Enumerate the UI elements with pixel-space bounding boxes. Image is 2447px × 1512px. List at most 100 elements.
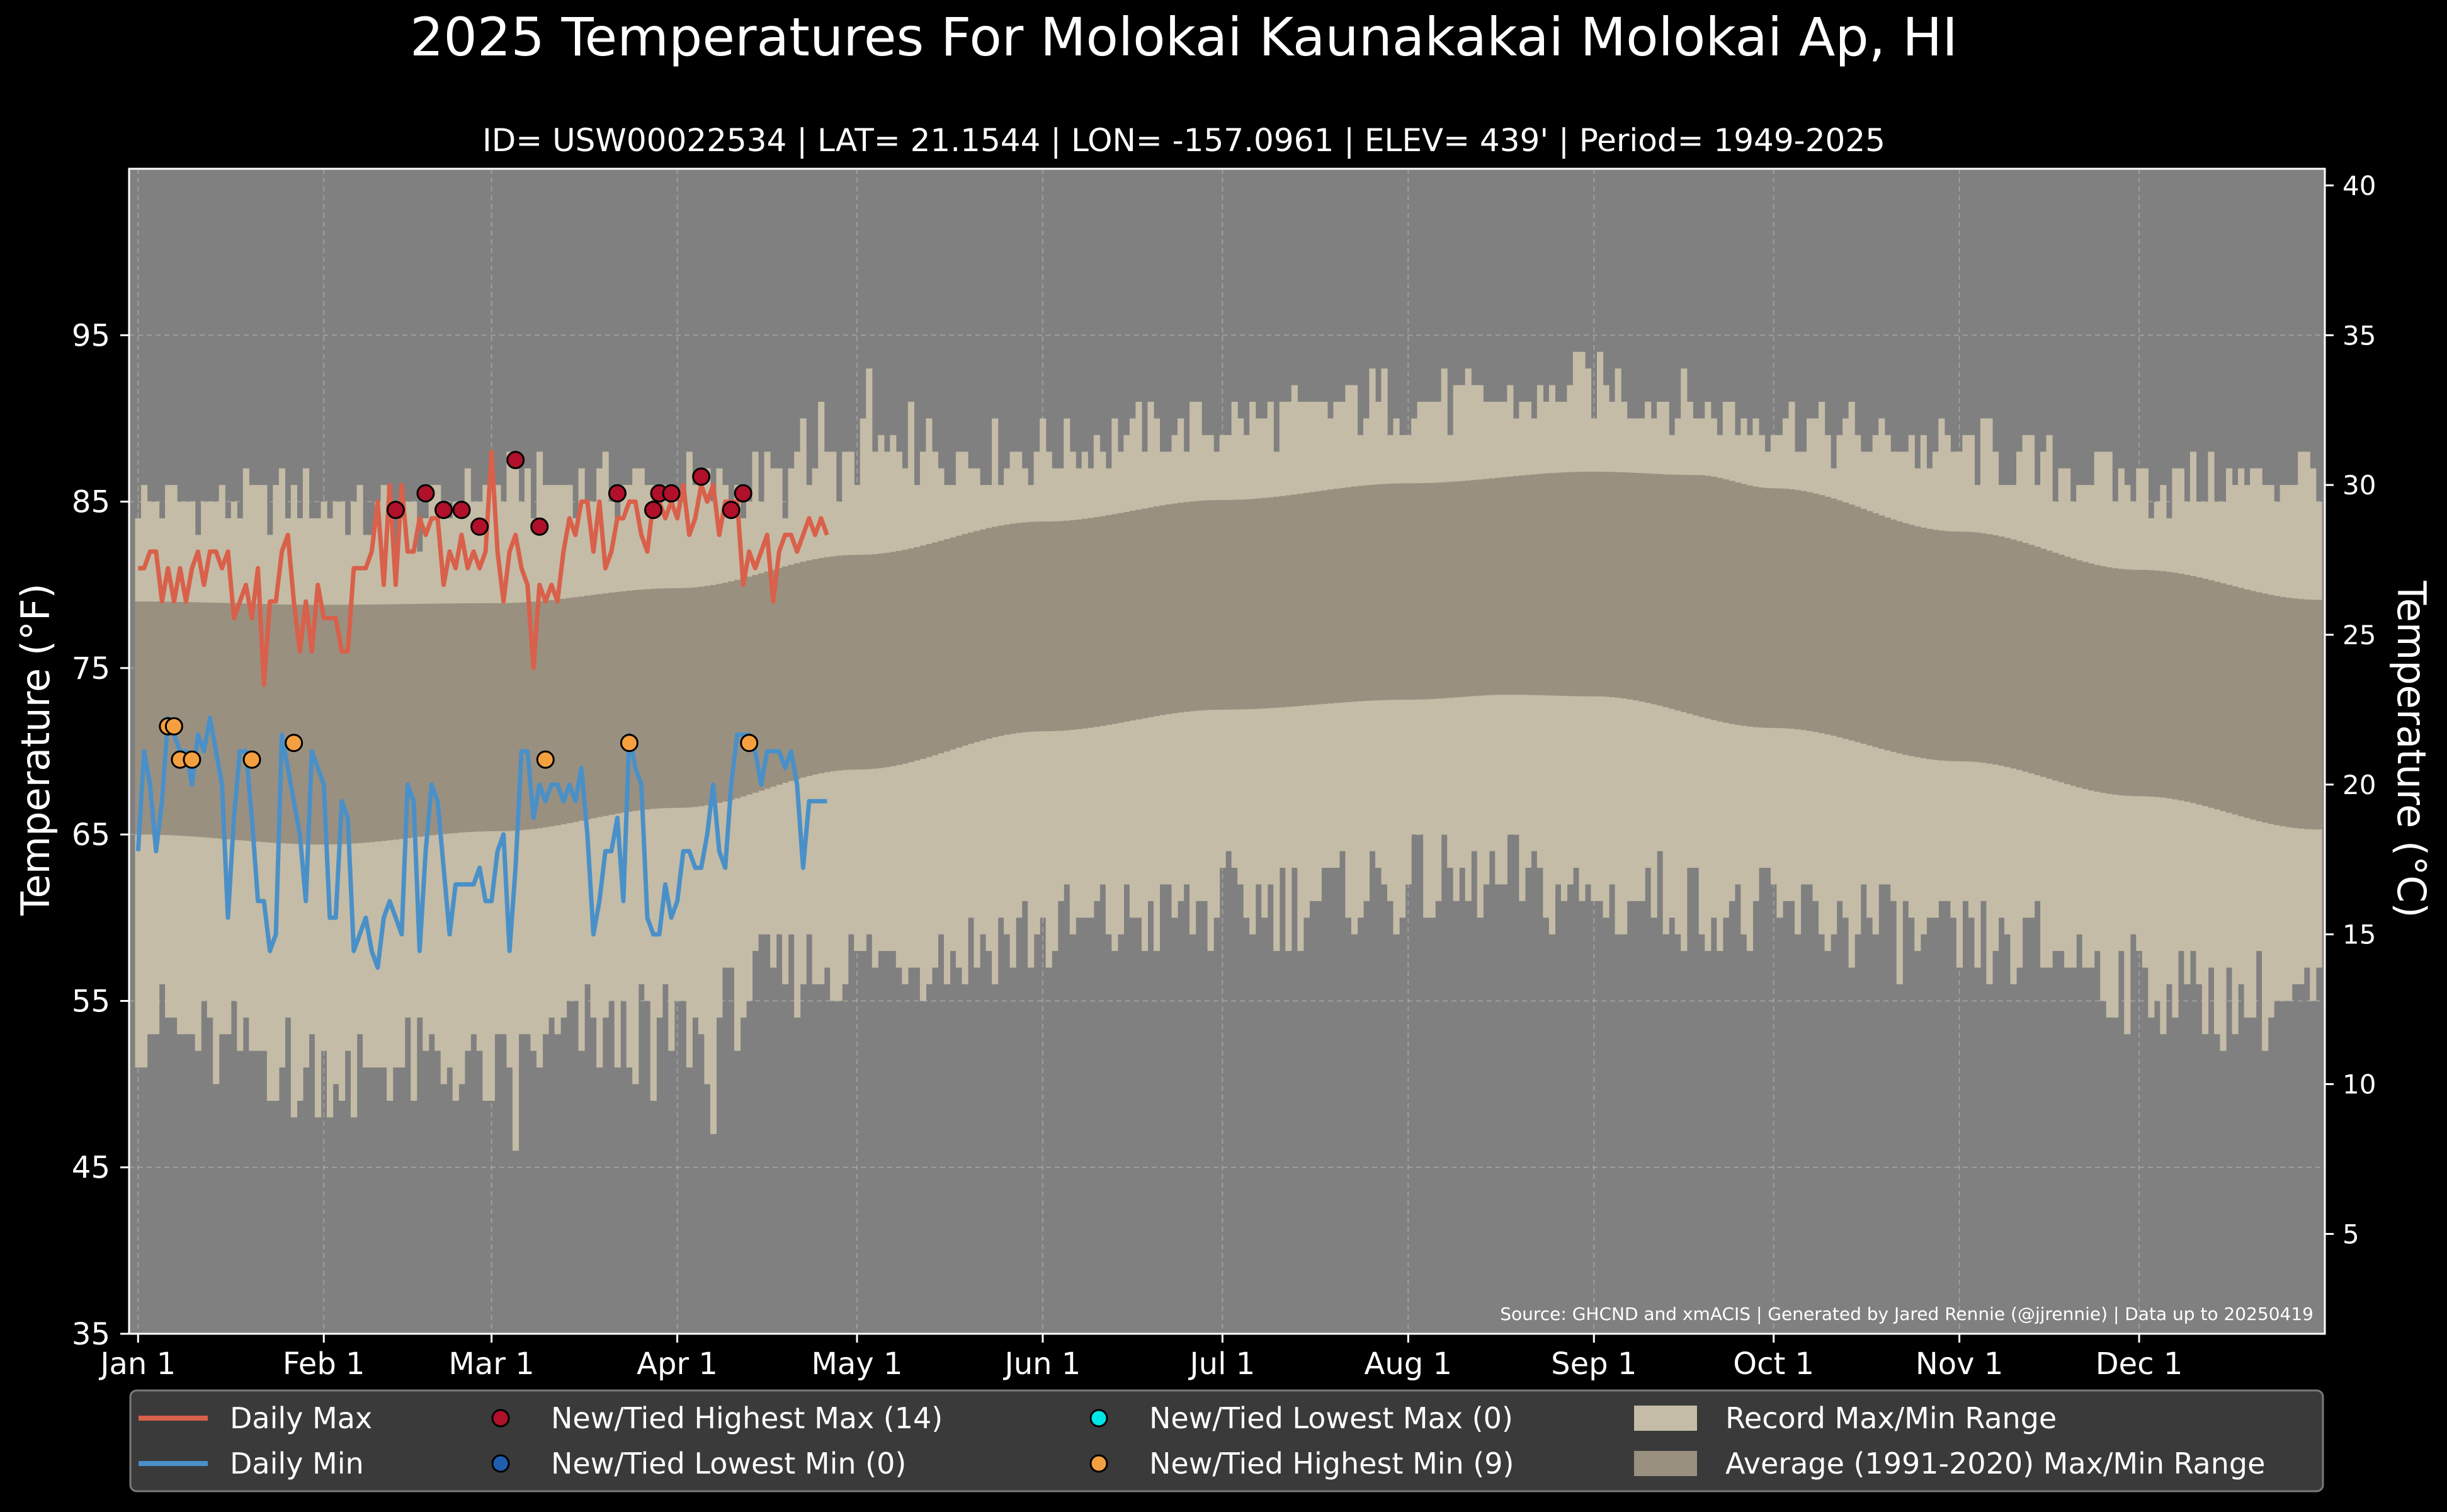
- highest-max-marker: [434, 501, 453, 520]
- average-range-bar: [356, 605, 363, 843]
- average-range-bar: [1171, 503, 1178, 713]
- average-range-bar: [1135, 509, 1142, 720]
- average-range-bar: [985, 528, 992, 739]
- average-range-bar: [470, 603, 477, 832]
- average-range-bar: [225, 603, 232, 839]
- average-range-bar: [1788, 489, 1795, 729]
- average-range-bar: [2274, 596, 2281, 826]
- average-range-bar: [1782, 489, 1790, 729]
- highest-max-marker: [416, 484, 435, 503]
- average-range-bar: [1944, 531, 1951, 761]
- highest-min-marker: [620, 734, 639, 753]
- highest-max-marker: [662, 484, 681, 503]
- average-range-bar: [2016, 541, 2023, 770]
- average-range-bar: [854, 555, 861, 770]
- average-range-bar: [728, 581, 735, 800]
- average-range-bar: [734, 579, 741, 799]
- legend-marker-swatch: [491, 1409, 510, 1428]
- plot-frame: [128, 168, 2326, 1335]
- legend-label: New/Tied Highest Max (14): [551, 1401, 943, 1435]
- average-range-bar: [428, 603, 435, 836]
- highest-max-marker: [644, 501, 663, 520]
- average-range-bar: [285, 604, 292, 844]
- average-range-bar: [722, 583, 729, 802]
- average-range-bar: [1363, 485, 1370, 701]
- average-range-bar: [596, 594, 603, 817]
- average-range-bar: [278, 604, 285, 844]
- average-range-bar: [506, 603, 513, 831]
- average-range-bar: [1069, 520, 1076, 730]
- average-range-bar: [524, 602, 531, 830]
- average-range-bar: [1165, 504, 1172, 715]
- average-range-bar: [1159, 505, 1166, 715]
- average-range-bar: [1776, 488, 1783, 729]
- highest-max-marker: [452, 501, 471, 520]
- average-range-bar: [962, 534, 968, 746]
- average-range-bar: [536, 601, 543, 829]
- average-range-bar: [2046, 550, 2053, 779]
- x-tick-label: Jul 1: [1188, 1346, 1256, 1382]
- average-range-bar: [1465, 480, 1472, 697]
- average-range-bar: [1201, 500, 1208, 710]
- average-range-bar: [680, 588, 687, 808]
- average-range-bar: [1543, 473, 1550, 696]
- average-range-bar: [368, 604, 375, 843]
- average-range-bar: [1986, 534, 1993, 764]
- axes-ticks: 35 45 55 65 75 85 95 5 10 15 20 25 30 35 40 Jan 1 Feb 1 M…: [72, 170, 2376, 1382]
- average-range-bar: [919, 545, 927, 759]
- average-range-bar: [794, 563, 801, 780]
- average-range-bar: [1693, 475, 1700, 716]
- average-range-bar: [1273, 496, 1280, 708]
- average-range-bar: [500, 603, 508, 831]
- average-range-bar: [1734, 482, 1741, 725]
- average-range-bar: [2201, 579, 2209, 807]
- average-range-bar: [1615, 472, 1621, 698]
- average-range-bar: [440, 603, 447, 834]
- average-range-bar: [153, 601, 160, 835]
- average-range-bar: [620, 591, 627, 813]
- average-range-bar: [997, 525, 1004, 736]
- average-range-bar: [608, 593, 615, 815]
- average-range-bar: [2070, 558, 2077, 786]
- average-range-bar: [1081, 518, 1088, 729]
- average-range-bar: [1770, 488, 1778, 728]
- average-range-bar: [1225, 499, 1232, 710]
- average-range-bar: [1860, 509, 1867, 744]
- legend-label: New/Tied Lowest Min (0): [551, 1447, 906, 1481]
- average-range-bar: [650, 589, 657, 809]
- average-range-bar: [1956, 531, 1963, 761]
- average-range-bar: [1327, 489, 1334, 704]
- average-range-bar: [656, 588, 663, 809]
- average-range-bar: [1968, 531, 1975, 762]
- average-range-bar: [2166, 572, 2172, 799]
- average-range-bar: [848, 555, 854, 770]
- average-range-bar: [2291, 598, 2298, 828]
- average-range-bar: [752, 575, 759, 793]
- x-tick-label: Jun 1: [1003, 1346, 1081, 1382]
- average-range-bar: [1255, 498, 1262, 709]
- average-range-bar: [1231, 499, 1238, 710]
- average-range-bar: [1195, 501, 1202, 711]
- average-range-bar: [326, 605, 334, 844]
- average-range-bar: [1872, 513, 1879, 747]
- average-range-bar: [2100, 566, 2107, 793]
- average-range-bar: [1992, 535, 1999, 765]
- average-range-bar: [800, 562, 807, 778]
- average-range-bar: [1178, 503, 1184, 713]
- average-range-bar: [716, 584, 723, 804]
- average-range-bar: [1794, 490, 1802, 730]
- average-range-bar: [1189, 501, 1196, 712]
- average-range-bar: [1207, 500, 1214, 710]
- average-range-bar: [1141, 508, 1149, 719]
- average-range-bar: [458, 603, 465, 833]
- average-range-bar: [1441, 482, 1448, 698]
- average-range-bar: [1004, 525, 1011, 735]
- average-range-bar: [871, 554, 878, 769]
- average-range-bar: [2022, 543, 2029, 772]
- average-range-bar: [1807, 492, 1814, 731]
- average-range-bar: [674, 588, 681, 808]
- y-tick-label-c: 10: [2342, 1069, 2376, 1100]
- legend-patch-swatch: [1634, 1406, 1697, 1431]
- average-range-bar: [404, 604, 411, 839]
- average-range-bar: [692, 587, 699, 807]
